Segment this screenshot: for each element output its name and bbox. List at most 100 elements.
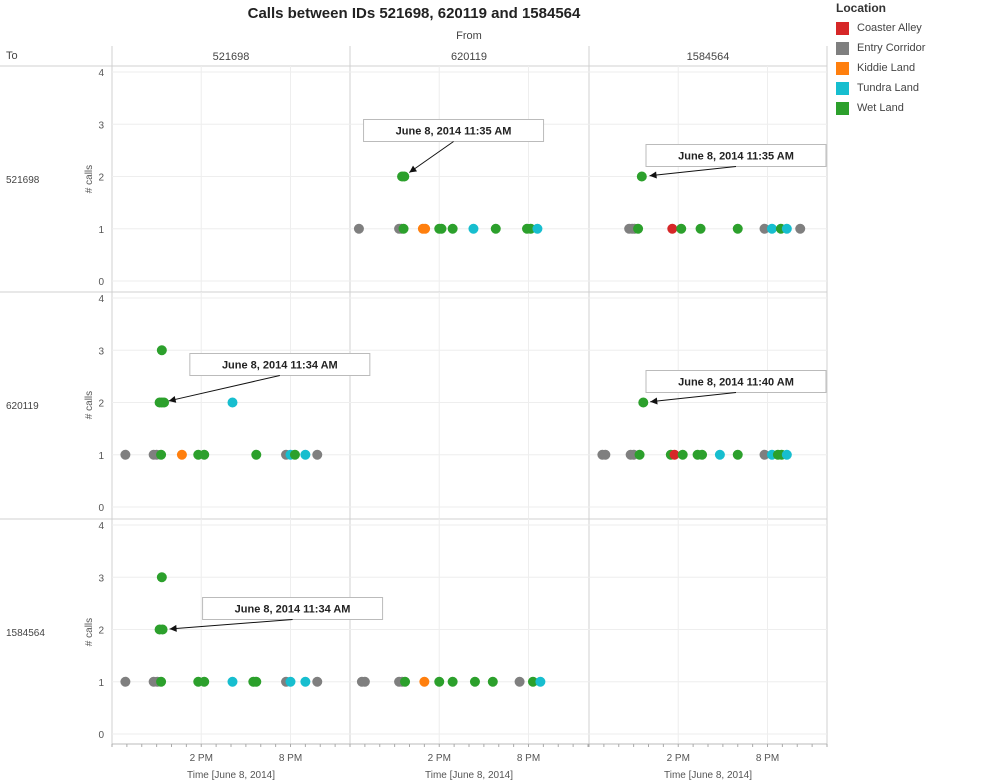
data-point[interactable] (535, 676, 546, 687)
data-point[interactable] (732, 449, 743, 460)
column-label: 1584564 (687, 51, 730, 63)
row-label: 1584564 (6, 628, 45, 639)
data-point[interactable] (600, 449, 611, 460)
data-point[interactable] (490, 223, 501, 234)
legend-title: Location (836, 1, 886, 15)
x-tick-label: 8 PM (279, 753, 302, 764)
data-point[interactable] (289, 449, 300, 460)
legend: Location Coaster Alley Entry Corridor Ki… (836, 1, 984, 118)
data-point[interactable] (781, 449, 792, 460)
legend-item-tundra-land[interactable]: Tundra Land (836, 78, 984, 98)
data-point[interactable] (156, 449, 167, 460)
data-point[interactable] (781, 223, 792, 234)
data-point[interactable] (176, 449, 187, 460)
x-tick-label: 2 PM (190, 753, 213, 764)
y-tick-label: 0 (98, 277, 104, 288)
data-point[interactable] (251, 449, 262, 460)
data-point[interactable] (398, 223, 409, 234)
data-point[interactable] (353, 223, 364, 234)
annotation-arrowhead (650, 397, 658, 405)
data-point[interactable] (667, 223, 678, 234)
data-point[interactable] (759, 223, 770, 234)
data-point[interactable] (532, 223, 543, 234)
row-header: To (6, 50, 18, 62)
data-point[interactable] (300, 449, 311, 460)
data-point[interactable] (634, 449, 645, 460)
y-axis-label: # calls (84, 618, 95, 646)
data-point[interactable] (677, 449, 688, 460)
data-point[interactable] (399, 171, 410, 182)
data-point[interactable] (359, 676, 370, 687)
data-point[interactable] (156, 572, 167, 583)
data-point[interactable] (156, 676, 167, 687)
data-point[interactable] (468, 223, 479, 234)
data-point[interactable] (199, 676, 210, 687)
y-tick-label: 3 (98, 346, 104, 357)
annotation-arrow (650, 392, 737, 403)
data-point[interactable] (447, 676, 458, 687)
data-point[interactable] (300, 676, 311, 687)
y-tick-label: 3 (98, 120, 104, 131)
data-point[interactable] (447, 223, 458, 234)
y-tick-label: 1 (98, 451, 104, 462)
data-point[interactable] (251, 676, 262, 687)
data-point[interactable] (312, 676, 323, 687)
annotation-text: June 8, 2014 11:35 AM (396, 126, 512, 138)
annotation-text: June 8, 2014 11:35 AM (678, 151, 794, 163)
data-point[interactable] (469, 676, 480, 687)
data-point[interactable] (669, 449, 680, 460)
data-point[interactable] (436, 223, 447, 234)
data-point[interactable] (227, 676, 238, 687)
data-point[interactable] (120, 676, 131, 687)
legend-item-kiddie-land[interactable]: Kiddie Land (836, 58, 984, 78)
y-tick-label: 4 (98, 68, 104, 79)
data-point[interactable] (312, 449, 323, 460)
data-point[interactable] (697, 449, 708, 460)
annotation-arrowhead (649, 171, 657, 179)
data-point[interactable] (759, 449, 770, 460)
column-label: 521698 (213, 51, 250, 63)
data-point[interactable] (795, 223, 806, 234)
annotation-arrow (408, 141, 454, 173)
data-point[interactable] (157, 624, 168, 635)
legend-label: Tundra Land (857, 82, 919, 94)
annotation-layer: June 8, 2014 11:35 AM June 8, 2014 11:35 … (168, 119, 827, 632)
data-point[interactable] (636, 171, 647, 182)
row-label: 620119 (6, 401, 39, 412)
legend-item-coaster-alley[interactable]: Coaster Alley (836, 18, 984, 38)
data-point[interactable] (714, 449, 725, 460)
data-point[interactable] (766, 223, 777, 234)
data-point[interactable] (732, 223, 743, 234)
data-point[interactable] (633, 223, 644, 234)
y-tick-label: 1 (98, 678, 104, 689)
annotation-arrowhead (169, 624, 177, 632)
y-axis-label: # calls (84, 391, 95, 419)
data-point[interactable] (159, 397, 170, 408)
legend-swatch (836, 81, 849, 95)
data-point[interactable] (638, 397, 649, 408)
row-label: 521698 (6, 175, 40, 186)
data-point[interactable] (676, 223, 687, 234)
data-point[interactable] (156, 345, 167, 356)
data-point[interactable] (434, 676, 445, 687)
annotation-arrowhead (168, 395, 177, 403)
data-point[interactable] (420, 223, 431, 234)
legend-item-entry-corridor[interactable]: Entry Corridor (836, 38, 984, 58)
x-tick-label: 8 PM (517, 753, 540, 764)
data-point[interactable] (285, 676, 296, 687)
legend-swatch (836, 61, 849, 75)
data-point[interactable] (514, 676, 525, 687)
data-point[interactable] (199, 449, 210, 460)
column-label: 620119 (451, 51, 487, 63)
data-point[interactable] (419, 676, 430, 687)
data-point[interactable] (120, 449, 131, 460)
legend-label: Kiddie Land (857, 62, 916, 74)
data-point[interactable] (487, 676, 498, 687)
legend-item-wet-land[interactable]: Wet Land (836, 98, 984, 118)
x-tick-label: 2 PM (428, 753, 451, 764)
data-point[interactable] (227, 397, 238, 408)
data-point[interactable] (400, 676, 411, 687)
data-point[interactable] (695, 223, 706, 234)
data-point[interactable] (527, 676, 538, 687)
